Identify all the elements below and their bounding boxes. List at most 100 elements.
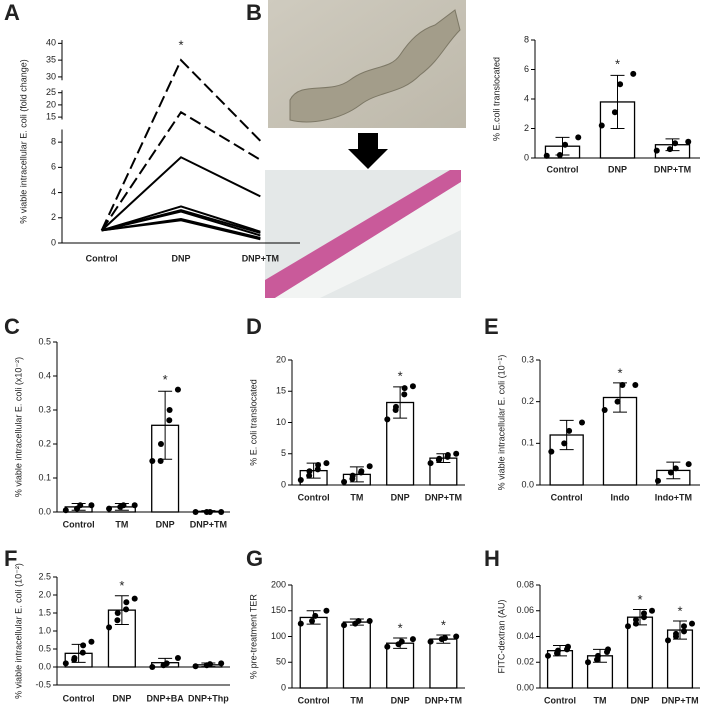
data-point [585,659,591,666]
y-tick-label: 2.5 [38,571,51,581]
panel-letter: G [246,546,263,571]
data-point [548,448,555,455]
y-tick-label: 2 [524,123,529,133]
data-point [192,663,199,670]
micrograph-top [268,0,466,128]
data-point [595,652,601,659]
data-point [80,642,87,649]
x-tick-label: DNP+Thp [188,693,229,703]
data-point [349,472,356,479]
data-point [453,450,460,457]
x-tick-label: TM [594,695,607,705]
line [101,209,261,234]
data-point [617,81,624,88]
panel-letter: E [484,314,499,339]
y-tick-label: 0 [281,682,286,692]
x-tick-label: Control [86,253,118,263]
data-point [62,660,69,667]
x-tick-label: Control [298,492,330,502]
x-tick-label: Indo [611,492,630,502]
data-point [341,622,348,629]
y-axis-label: % viable intracellular E. coli (10⁻²) [13,563,23,699]
data-point [218,660,225,667]
data-point [689,620,695,627]
y-axis-label: % viable intracellular E. coli (x10⁻²) [13,357,23,497]
significance: * [677,603,682,618]
y-tick-label: 2.0 [38,589,51,599]
data-point [672,465,679,472]
y-tick-label: 40 [46,38,56,48]
y-tick-label: 0.0 [38,661,51,671]
significance: * [441,617,446,632]
data-point [575,134,582,141]
data-point [579,419,585,426]
error-bar [613,382,627,413]
data-point [123,606,130,613]
data-point [384,643,391,650]
bar [386,642,415,689]
data-point [157,458,164,464]
y-tick-label: 30 [46,71,56,81]
significance: * [637,592,642,607]
data-point [131,502,138,509]
error-bar [666,461,681,480]
x-tick-label: DNP [608,164,627,174]
data-point [123,599,130,606]
data-point [166,407,173,413]
y-tick-label: 0.08 [516,579,534,589]
y-tick-label: 0.1 [521,438,534,448]
y-tick-label: 15 [276,386,286,396]
y-tick-label: 6 [524,64,529,74]
panel-letter: H [484,546,500,571]
x-tick-label: Control [63,693,95,703]
x-tick-label: TM [350,492,363,502]
data-point [358,468,365,475]
data-point [323,460,330,467]
data-point [667,469,674,476]
data-point [681,623,687,630]
y-tick-label: 0.4 [38,370,51,380]
data-point [453,633,460,640]
y-tick-label: 6 [51,162,56,172]
data-point [630,70,637,77]
y-tick-label: 20 [276,354,286,364]
x-tick-label: Control [544,695,576,705]
y-tick-label: 0.1 [38,472,51,482]
y-tick-label: 0.0 [521,479,534,489]
y-tick-label: 0.5 [38,643,51,653]
data-point [149,458,156,464]
bar [299,616,328,689]
y-tick-label: -0.5 [35,679,51,689]
data-point [218,509,225,515]
data-point [355,618,362,625]
x-tick-label: DNP+TM [425,492,462,502]
data-point [398,638,405,645]
data-point [619,382,626,388]
x-tick-label: DNP [156,519,175,529]
y-tick-label: 150 [271,605,286,615]
line [101,205,261,233]
data-point [598,122,605,129]
y-tick-label: 4 [524,93,529,103]
data-point [306,468,313,475]
x-tick-label: Control [63,519,95,529]
y-tick-label: 0.2 [521,396,534,406]
y-tick-label: 35 [46,55,56,65]
x-tick-label: Control [547,164,579,174]
x-tick-label: TM [115,519,128,529]
data-point [206,509,213,515]
x-tick-label: DNP [391,492,410,502]
bar [626,616,654,689]
y-axis-label: FITC-dextran (AU) [496,599,506,673]
y-axis-label: % viable intracellular E. coli (10⁻¹) [496,355,506,491]
data-point [441,635,448,642]
data-point [561,440,568,447]
data-point [649,607,655,614]
data-point [309,618,316,625]
data-point [174,655,181,661]
data-point [157,441,164,447]
data-point [401,391,408,398]
data-point [565,643,571,650]
data-point [625,623,631,630]
data-point [562,141,569,148]
